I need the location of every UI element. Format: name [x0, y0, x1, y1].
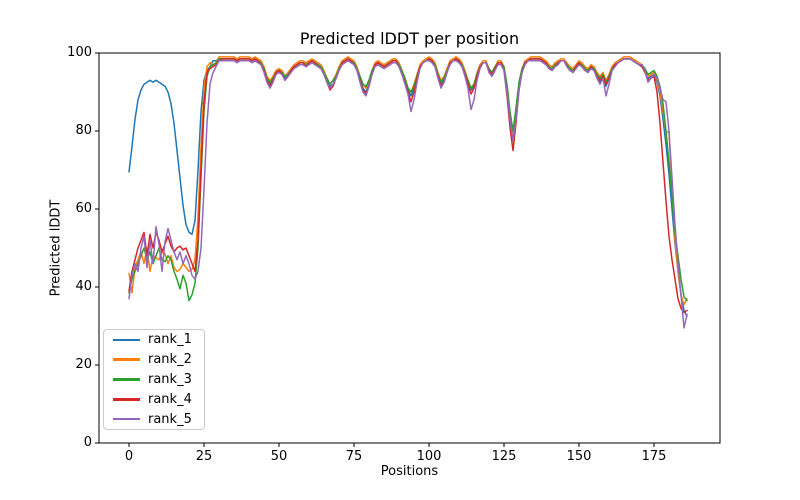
axes-frame — [98, 52, 721, 444]
line-series-rank_5 — [128, 58, 688, 329]
x-tick-label: 0 — [124, 449, 134, 464]
legend: rank_1 rank_2 rank_3 rank_4 rank_5 — [103, 329, 205, 430]
legend-entry-rank_5: rank_5 — [104, 409, 204, 429]
legend-entry-rank_3: rank_3 — [104, 370, 204, 390]
x-tick-label: 50 — [270, 449, 288, 464]
y-tick-label: 0 — [83, 435, 92, 450]
y-tick-label: 40 — [75, 279, 92, 294]
x-axis-label: Positions — [380, 464, 439, 479]
legend-entry-rank_4: rank_4 — [104, 389, 204, 409]
x-tick-label: 100 — [416, 449, 442, 464]
chart-title: Predicted lDDT per position — [299, 29, 520, 48]
x-tick-label: 125 — [491, 449, 517, 464]
legend-label: rank_5 — [148, 411, 192, 427]
x-tick-label: 75 — [345, 449, 363, 464]
y-tick-label: 100 — [67, 45, 92, 60]
legend-label: rank_1 — [148, 332, 192, 348]
legend-line-sample — [113, 398, 140, 401]
legend-label: rank_4 — [148, 391, 192, 407]
legend-entry-rank_1: rank_1 — [104, 330, 204, 350]
x-tick-label: 25 — [195, 449, 213, 464]
legend-line-sample — [113, 358, 140, 361]
legend-line-sample — [113, 378, 140, 381]
legend-entry-rank_2: rank_2 — [104, 350, 204, 370]
legend-label: rank_3 — [148, 371, 192, 387]
y-tick-label: 80 — [75, 123, 92, 138]
legend-label: rank_2 — [148, 352, 192, 368]
legend-line-sample — [113, 417, 140, 421]
x-tick-label: 150 — [566, 449, 592, 464]
legend-line-sample — [113, 338, 140, 342]
x-tick-label: 175 — [641, 449, 667, 464]
y-tick-label: 60 — [75, 201, 92, 216]
y-tick-label: 20 — [75, 357, 92, 372]
